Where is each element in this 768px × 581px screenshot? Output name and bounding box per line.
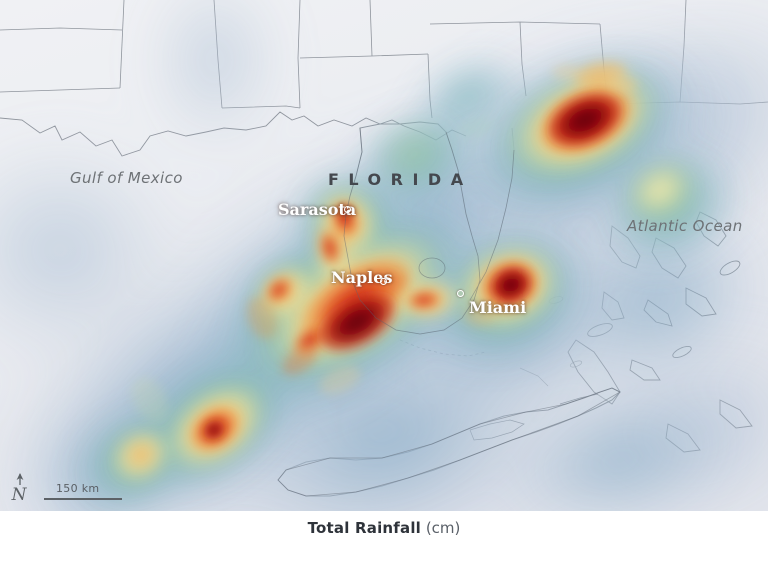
rain-band-max: [203, 90, 625, 440]
legend-title-unit: (cm): [425, 519, 461, 537]
rainfall-raster: [0, 0, 768, 511]
scale-bar-line: [44, 498, 122, 500]
svg-text:N: N: [11, 485, 28, 504]
city-marker-miami: [456, 289, 464, 297]
scale-bar-label: 150 km: [56, 482, 100, 495]
rainfall-field: [0, 0, 768, 511]
legend-title-main: Total Rainfall: [307, 519, 422, 537]
legend-title: Total Rainfall (cm): [0, 519, 768, 537]
city-marker-naples: [379, 277, 387, 285]
city-marker-sarasota: [343, 205, 351, 213]
legend-panel: Total Rainfall (cm) 036912≥15: [0, 511, 768, 581]
north-arrow-icon: N: [11, 473, 28, 505]
north-arrow: N: [7, 472, 37, 505]
rain-fine-structure: [131, 63, 638, 423]
map-canvas: Gulf of Mexico Atlantic Ocean FLORIDA Saras…: [0, 0, 768, 511]
scale-bar: 150 km: [44, 482, 122, 504]
